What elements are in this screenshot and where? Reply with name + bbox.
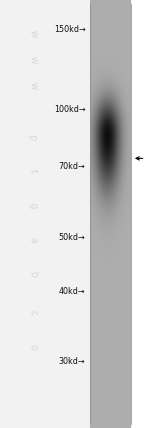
Text: 70kd→: 70kd→ — [59, 162, 86, 172]
Text: w: w — [27, 80, 39, 91]
Text: 30kd→: 30kd→ — [59, 357, 86, 366]
Text: .: . — [28, 108, 38, 114]
Text: g: g — [27, 201, 39, 210]
Text: w: w — [27, 29, 39, 39]
Text: p: p — [27, 133, 39, 141]
Text: b: b — [27, 270, 39, 278]
Text: o: o — [27, 342, 39, 351]
Text: t: t — [28, 168, 38, 174]
Text: c: c — [27, 309, 39, 316]
Text: 100kd→: 100kd→ — [54, 104, 85, 114]
Text: a: a — [27, 235, 39, 244]
Text: w: w — [27, 55, 39, 65]
Text: 50kd→: 50kd→ — [59, 233, 86, 242]
Text: 150kd→: 150kd→ — [54, 24, 85, 34]
Bar — [132, 0, 150, 428]
Text: 40kd→: 40kd→ — [59, 286, 86, 296]
